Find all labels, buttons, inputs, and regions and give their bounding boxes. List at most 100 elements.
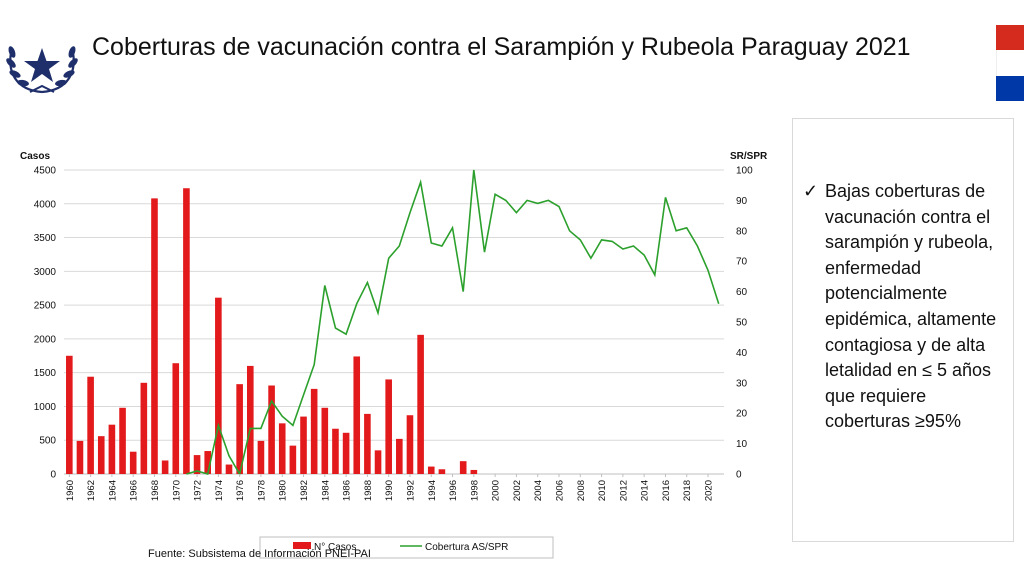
checkmark-icon: ✓: [803, 181, 819, 201]
bar-cases: [268, 385, 275, 474]
y-tick-label: 1500: [34, 368, 57, 379]
bar-cases: [374, 450, 382, 474]
bar-cases: [236, 384, 243, 474]
x-tick-label: 2020: [704, 480, 715, 501]
bar-cases: [193, 455, 201, 474]
x-tick-label: 1960: [65, 480, 76, 501]
x-tick-label: 2000: [491, 480, 502, 501]
y-tick-label: 2000: [34, 334, 57, 345]
y-tick-label: 2500: [34, 301, 57, 312]
bar-cases: [204, 451, 212, 474]
bar-cases: [459, 461, 467, 474]
bar-cases: [215, 297, 222, 474]
y-tick-label: 4000: [34, 199, 57, 210]
x-tick-label: 2016: [661, 480, 672, 501]
bar-cases: [278, 423, 286, 474]
source-note: Fuente: Subsistema de Información PNEI-P…: [148, 548, 371, 560]
x-tick-label: 1982: [299, 480, 310, 501]
bar-cases: [427, 466, 435, 474]
bar-cases: [289, 445, 297, 474]
bar-cases: [406, 415, 414, 474]
bar-cases: [470, 469, 478, 474]
bar-cases: [151, 198, 158, 474]
bar-cases: [385, 379, 392, 474]
x-tick-label: 1974: [214, 480, 225, 501]
bar-cases: [183, 188, 190, 475]
y2-tick-label: 0: [736, 470, 742, 481]
y-axis-title: Casos: [20, 151, 50, 162]
chart-y2-ticks: 0 10 20 30 40 50 60 70 80 90 100: [736, 166, 753, 481]
bar-cases: [310, 388, 318, 474]
y-tick-label: 4500: [34, 166, 57, 177]
y-tick-label: 3000: [34, 267, 57, 278]
x-tick-label: 1976: [235, 480, 246, 501]
coverage-line: [186, 169, 720, 477]
chart-y-ticks: 0 500 1000 1500 2000 2500 3000 3500 4000 4500: [34, 166, 57, 481]
x-tick-label: 1970: [171, 480, 182, 501]
bar-cases: [87, 376, 94, 474]
y2-tick-label: 90: [736, 196, 748, 207]
y-tick-label: 0: [50, 470, 56, 481]
chart-grid: [64, 169, 724, 475]
bar-cases: [438, 469, 446, 474]
y-tick-label: 500: [39, 436, 56, 447]
bar-cases: [353, 356, 361, 474]
chart-line: [186, 169, 720, 477]
bar-cases: [364, 413, 371, 474]
x-tick-label: 1990: [384, 480, 395, 501]
bar-cases: [225, 464, 233, 474]
x-tick-label: 2002: [512, 480, 523, 501]
bar-cases: [396, 438, 403, 474]
flag-red-stripe: [996, 25, 1024, 51]
y2-tick-label: 60: [736, 287, 748, 298]
x-tick-label: 2018: [682, 480, 693, 501]
chart-x-ticks: 1960 1962 1964 1966 1968 1970 1972 1974 1976 1978…: [65, 474, 715, 501]
y-tick-label: 1000: [34, 402, 57, 413]
y2-tick-label: 40: [736, 348, 748, 359]
x-tick-label: 1992: [405, 480, 416, 501]
page-title: Coberturas de vacunación contra el Saram…: [92, 33, 911, 61]
y2-tick-label: 100: [736, 166, 753, 177]
x-tick-label: 1972: [193, 480, 204, 501]
x-tick-label: 1986: [342, 480, 353, 501]
bar-cases: [246, 365, 254, 474]
paraguay-flag-icon: [996, 25, 1024, 101]
y2-tick-label: 10: [736, 439, 748, 450]
legend-label-coverage: Cobertura AS/SPR: [425, 542, 508, 553]
x-tick-label: 1988: [363, 480, 374, 501]
y2-tick-label: 50: [736, 318, 748, 329]
bar-cases: [129, 451, 137, 474]
flag-blue-stripe: [996, 75, 1024, 101]
bar-cases: [76, 440, 84, 474]
bar-cases: [140, 382, 148, 474]
y2-tick-label: 80: [736, 226, 748, 237]
y2-tick-label: 30: [736, 378, 748, 389]
side-panel: ✓ Bajas coberturas de vacunación contra …: [792, 118, 1014, 542]
x-tick-label: 1966: [129, 480, 140, 501]
x-tick-label: 1968: [150, 480, 161, 501]
x-tick-label: 2012: [618, 480, 629, 501]
bar-cases: [119, 407, 126, 474]
chart-legend: N° Casos Cobertura AS/SPR: [259, 536, 554, 559]
bar-cases: [257, 440, 265, 474]
x-tick-label: 2014: [640, 480, 651, 501]
bar-cases: [332, 428, 339, 474]
x-tick-label: 1994: [427, 480, 438, 501]
x-tick-label: 1962: [86, 480, 97, 501]
bar-cases: [97, 436, 105, 474]
y2-axis-title: SR/SPR: [730, 151, 768, 162]
bar-cases: [300, 416, 307, 474]
x-tick-label: 2010: [597, 480, 608, 501]
x-tick-label: 2004: [533, 480, 544, 501]
chart-bars: [66, 188, 478, 475]
legend-box: [259, 536, 554, 559]
x-tick-label: 1984: [320, 480, 331, 501]
bar-cases: [321, 407, 329, 474]
x-tick-label: 1978: [256, 480, 267, 501]
side-panel-text: Bajas coberturas de vacunación contra el…: [825, 181, 997, 432]
x-tick-label: 1980: [278, 480, 289, 501]
bar-cases: [172, 363, 180, 474]
x-tick-label: 1998: [469, 480, 480, 501]
bar-cases: [417, 334, 424, 474]
legend-label-cases: N° Casos: [314, 542, 356, 553]
